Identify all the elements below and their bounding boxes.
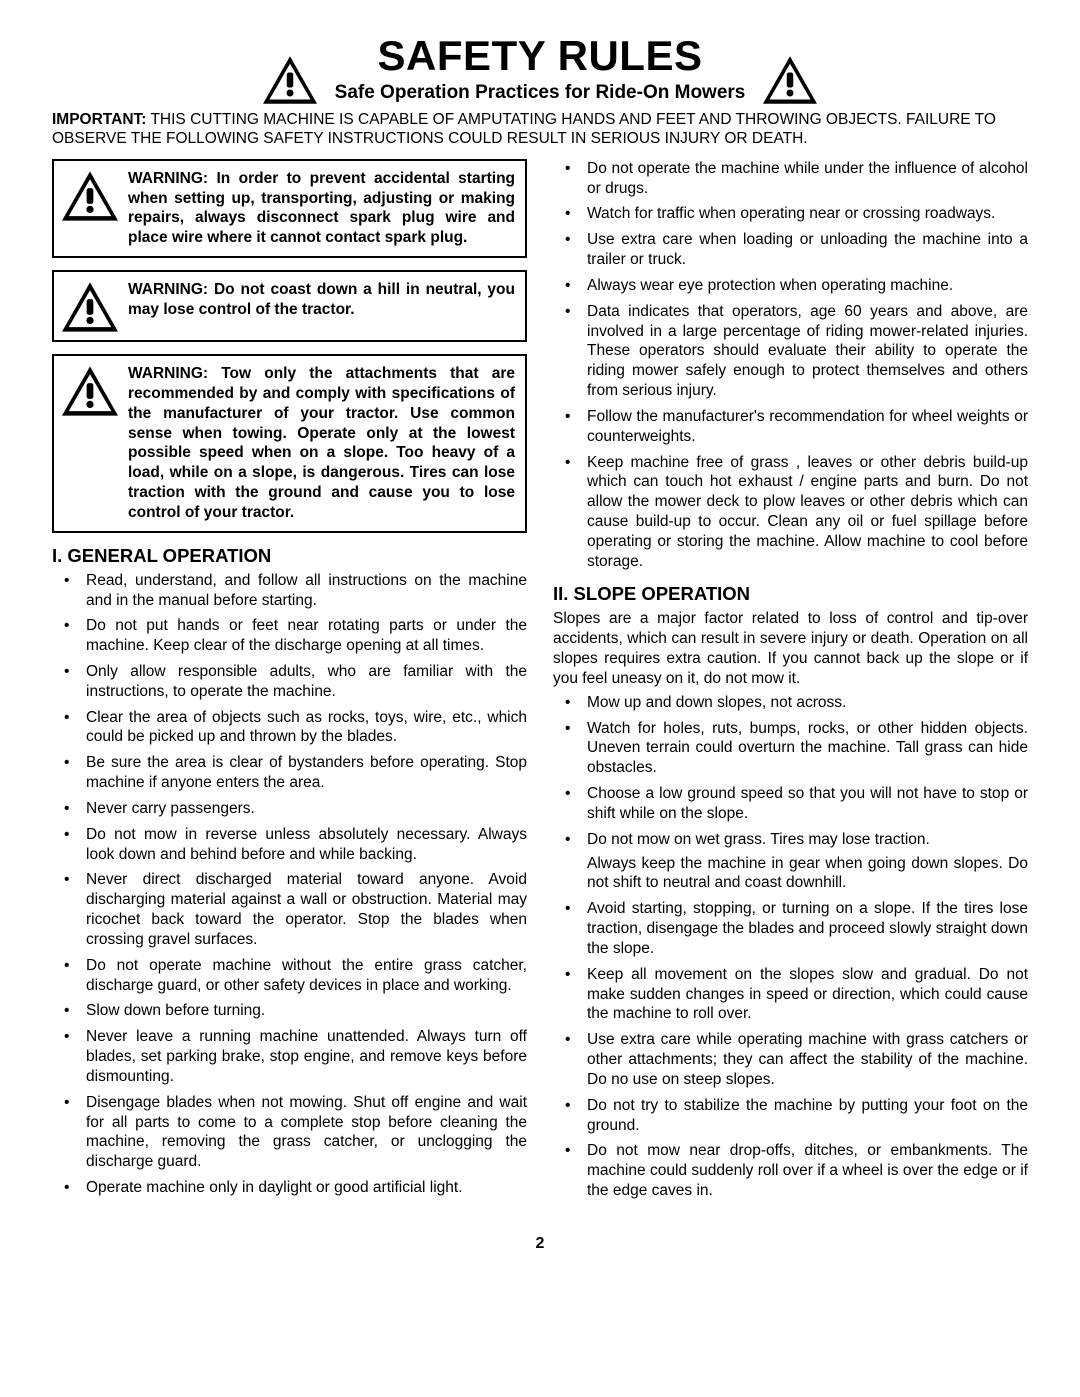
list-item: Be sure the area is clear of bystanders … <box>52 753 527 793</box>
right-column: Do not operate the machine while under t… <box>553 159 1028 1207</box>
section-2-intro: Slopes are a major factor related to los… <box>553 609 1028 688</box>
section-2-heading: II. SLOPE OPERATION <box>553 583 1028 605</box>
section-2-subnote: Always keep the machine in gear when goi… <box>553 854 1028 894</box>
columns: WARNING: In order to prevent acci­dental… <box>52 159 1028 1207</box>
list-item: Keep machine free of grass , leaves or o… <box>553 453 1028 572</box>
section-1-heading: I. GENERAL OPERATION <box>52 545 527 567</box>
list-item: Follow the manufacturer's recommendation… <box>553 407 1028 447</box>
section-2-list-a: Mow up and down slopes, not across. Watch… <box>553 693 1028 850</box>
main-title: SAFETY RULES <box>335 32 746 80</box>
list-item: Watch for traffic when operating near or… <box>553 204 1028 224</box>
warning-box-2: WARNING: Do not coast down a hill in neu… <box>52 270 527 342</box>
list-item: Operate machine only in daylight or good… <box>52 1178 527 1198</box>
list-item: Data indicates that operators, age 60 ye… <box>553 302 1028 401</box>
list-item: Use extra care when loading or unloading… <box>553 230 1028 270</box>
list-item: Never leave a running machine unattended… <box>52 1027 527 1086</box>
list-item: Never carry passengers. <box>52 799 527 819</box>
section-1-list: Read, understand, and follow all instruc… <box>52 571 527 1198</box>
page-number: 2 <box>52 1235 1028 1253</box>
warning-icon <box>62 171 118 221</box>
list-item: Always wear eye protection when operatin… <box>553 276 1028 296</box>
section-2-list-b: Avoid starting, stopping, or turning on … <box>553 899 1028 1201</box>
warning-box-3: WARNING: Tow only the attachments that a… <box>52 354 527 533</box>
header: SAFETY RULES Safe Operation Practices fo… <box>52 32 1028 104</box>
list-item: Only allow responsible adults, who are f… <box>52 662 527 702</box>
left-column: WARNING: In order to prevent acci­dental… <box>52 159 527 1207</box>
list-item: Do not operate machine without the entir… <box>52 956 527 996</box>
title-block: SAFETY RULES Safe Operation Practices fo… <box>335 32 746 104</box>
list-item: Do not mow on wet grass. Tires may lose … <box>553 830 1028 850</box>
list-item: Slow down before turning. <box>52 1001 527 1021</box>
important-text: THIS CUTTING MACHINE IS CAPABLE OF AMPUT… <box>52 111 996 147</box>
list-item: Do not mow in reverse unless absolutely … <box>52 825 527 865</box>
list-item: Watch for holes, ruts, bumps, rocks, or … <box>553 719 1028 778</box>
list-item: Do not put hands or feet near rotating p… <box>52 616 527 656</box>
warning-icon <box>62 366 118 416</box>
list-item: Disengage blades when not mowing. Shut o… <box>52 1093 527 1172</box>
list-item: Do not try to stabilize the machine by p… <box>553 1096 1028 1136</box>
warning-text-1: WARNING: In order to prevent acci­dental… <box>128 169 515 248</box>
list-item: Do not operate the machine while under t… <box>553 159 1028 199</box>
warning-icon <box>763 56 817 104</box>
list-item: Clear the area of objects such as rocks,… <box>52 708 527 748</box>
list-item: Do not mow near drop-offs, ditches, or e… <box>553 1141 1028 1200</box>
warning-text-2: WARNING: Do not coast down a hill in neu… <box>128 280 515 320</box>
list-item: Read, understand, and follow all instruc… <box>52 571 527 611</box>
subtitle: Safe Operation Practices for Ride-On Mow… <box>335 82 746 104</box>
list-item: Use extra care while operating machine w… <box>553 1030 1028 1089</box>
important-label: IMPORTANT: <box>52 111 146 128</box>
list-item: Mow up and down slopes, not across. <box>553 693 1028 713</box>
page: SAFETY RULES Safe Operation Practices fo… <box>0 0 1080 1293</box>
list-item: Keep all movement on the slopes slow and… <box>553 965 1028 1024</box>
general-op-continued-list: Do not operate the machine while under t… <box>553 159 1028 572</box>
warning-text-3: WARNING: Tow only the attachments that a… <box>128 364 515 523</box>
list-item: Choose a low ground speed so that you wi… <box>553 784 1028 824</box>
warning-icon <box>62 282 118 332</box>
warning-icon <box>263 56 317 104</box>
list-item: Avoid starting, stopping, or turning on … <box>553 899 1028 958</box>
warning-box-1: WARNING: In order to prevent acci­dental… <box>52 159 527 258</box>
list-item: Never direct discharged material toward … <box>52 870 527 949</box>
important-notice: IMPORTANT: THIS CUTTING MACHINE IS CAPAB… <box>52 110 1028 149</box>
title-row: SAFETY RULES Safe Operation Practices fo… <box>52 32 1028 104</box>
